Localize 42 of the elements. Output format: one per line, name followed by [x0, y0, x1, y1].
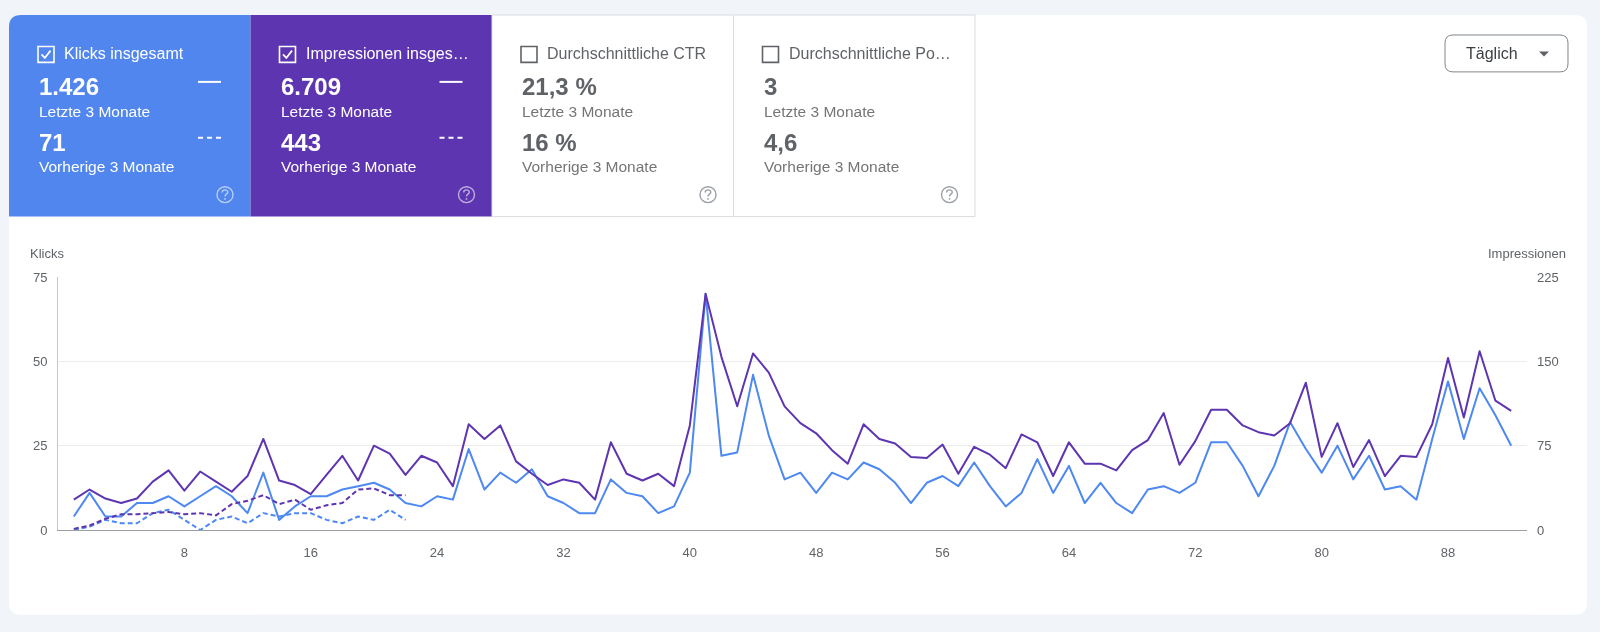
y-axis-title: Klicks [30, 246, 65, 261]
text: 3 [764, 73, 778, 100]
y2-tick-label: 75 [1537, 438, 1552, 454]
text: 4,6 [764, 129, 798, 156]
text: Durchschnittliche Po… [789, 45, 951, 62]
text: 443 [281, 129, 322, 156]
x-tick-label: 24 [429, 544, 445, 560]
text: Durchschnittliche CTR [547, 45, 707, 62]
x-tick-label: 88 [1440, 544, 1456, 560]
x-tick-label: 64 [1061, 544, 1077, 560]
text: Vorherige 3 Monate [281, 158, 417, 175]
y2-axis-title: Impressionen [1488, 246, 1567, 261]
text: 1.426 [39, 73, 100, 100]
x-tick-label: 48 [808, 544, 824, 560]
y2-tick-label: 150 [1537, 353, 1559, 369]
text: Letzte 3 Monate [281, 103, 393, 120]
text: Letzte 3 Monate [764, 103, 876, 120]
x-tick-label: 40 [682, 544, 698, 560]
text: 21,3 % [522, 73, 597, 100]
y2-tick-label: 0 [1537, 522, 1545, 538]
x-tick-label: 8 [180, 544, 188, 560]
text: Vorherige 3 Monate [522, 158, 658, 175]
text: 71 [39, 129, 66, 156]
text: Letzte 3 Monate [522, 103, 634, 120]
y-tick-label: 25 [32, 438, 48, 454]
y-tick-label: 0 [40, 522, 48, 538]
text: Klicks insgesamt [64, 45, 184, 62]
text: Vorherige 3 Monate [39, 158, 175, 175]
line-series [72, 487, 407, 530]
text: 16 % [522, 129, 577, 156]
x-tick-label: 16 [303, 544, 318, 560]
x-tick-label: 72 [1188, 544, 1203, 560]
y-tick-label: 75 [32, 269, 48, 285]
x-tick-label: 32 [556, 544, 571, 560]
y2-tick-label: 225 [1537, 269, 1559, 285]
y-tick-label: 50 [32, 353, 48, 369]
text: Vorherige 3 Monate [764, 158, 900, 175]
text: 6.709 [281, 73, 342, 100]
x-tick-label: 56 [935, 544, 950, 560]
text: Impressionen insges… [306, 45, 469, 62]
text: Letzte 3 Monate [39, 103, 151, 120]
x-tick-label: 80 [1314, 544, 1329, 560]
